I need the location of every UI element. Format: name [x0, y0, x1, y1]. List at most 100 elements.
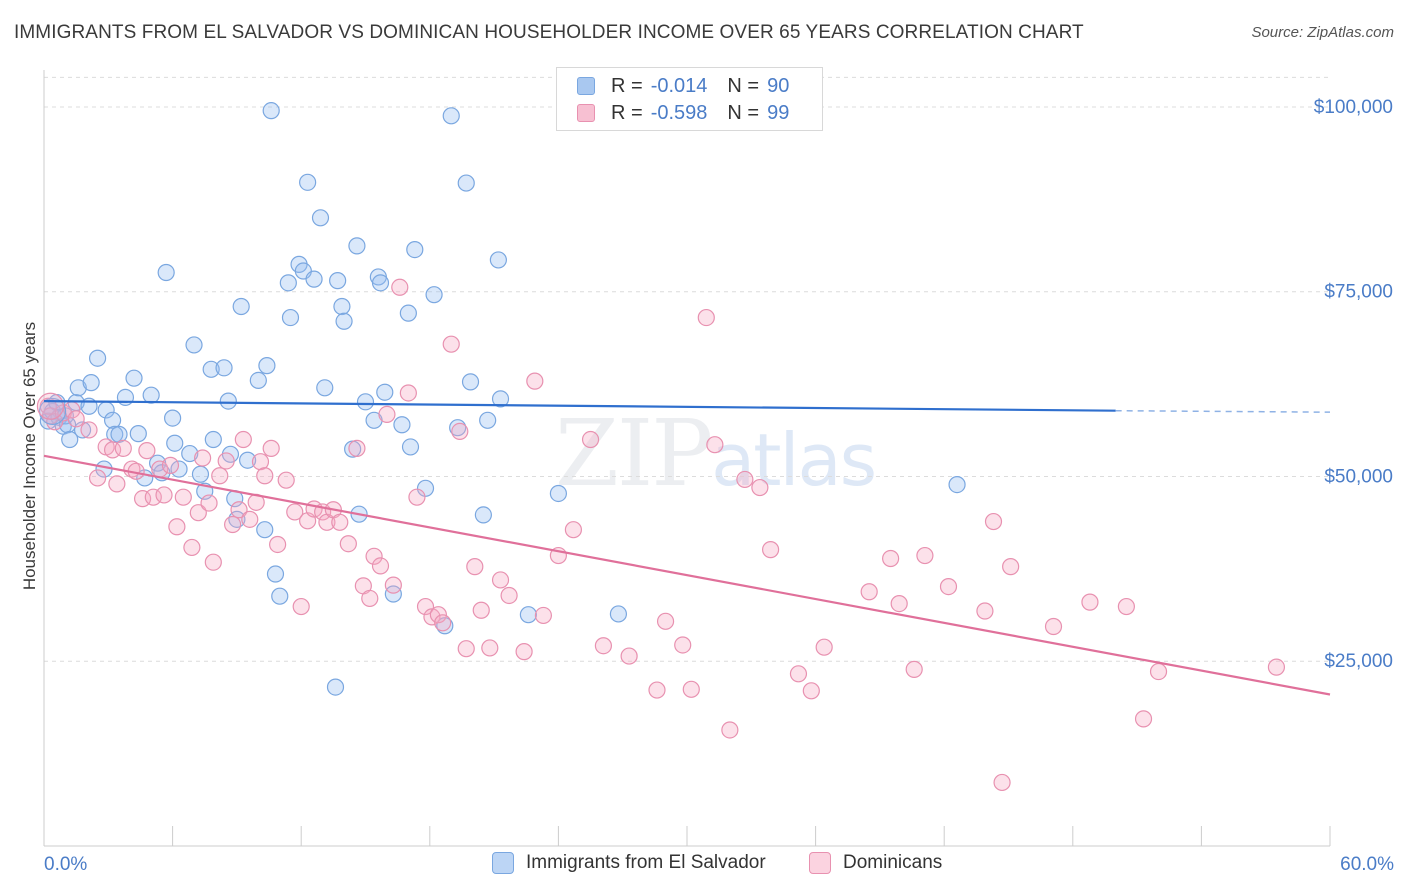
- point-dominicans: [860, 583, 878, 601]
- legend-n-label: N =: [727, 101, 760, 124]
- point-dominicans: [515, 643, 533, 661]
- point-el-salvador: [125, 369, 143, 387]
- point-dominicans: [594, 637, 613, 655]
- point-dominicans: [331, 513, 349, 531]
- point-el-salvador: [442, 107, 460, 125]
- legend-r-label: R =: [611, 101, 643, 124]
- series-swatch-el-salvador: [492, 852, 514, 874]
- point-dominicans: [36, 392, 65, 420]
- point-dominicans: [905, 660, 923, 678]
- point-el-salvador: [232, 297, 250, 316]
- point-dominicans: [984, 512, 1003, 531]
- point-dominicans: [451, 422, 469, 440]
- point-dominicans: [620, 647, 638, 665]
- point-dominicans: [1081, 593, 1099, 611]
- point-dominicans: [416, 597, 435, 616]
- point-el-salvador: [166, 434, 184, 452]
- point-dominicans: [339, 535, 357, 553]
- point-dominicans: [251, 453, 270, 471]
- watermark-zip: ZIP: [555, 400, 713, 507]
- point-el-salvador: [335, 312, 353, 330]
- point-dominicans: [882, 549, 900, 568]
- point-el-salvador: [549, 484, 568, 503]
- point-dominicans: [361, 589, 379, 608]
- point-dominicans: [656, 612, 675, 630]
- series-legend-el-salvador[interactable]: Immigrants from El Salvador: [492, 852, 766, 874]
- point-el-salvador: [299, 173, 317, 191]
- point-el-salvador: [311, 209, 330, 227]
- point-el-salvador: [82, 374, 100, 392]
- point-dominicans: [200, 494, 218, 512]
- point-el-salvador: [219, 392, 237, 410]
- point-el-salvador: [256, 521, 274, 539]
- legend-r-label: R =: [611, 74, 643, 97]
- watermark: ZIPatlas: [555, 400, 877, 507]
- point-el-salvador: [271, 587, 289, 605]
- point-dominicans: [534, 606, 552, 625]
- point-el-salvador: [191, 465, 210, 483]
- point-dominicans: [697, 308, 715, 327]
- point-dominicans: [183, 538, 201, 557]
- source-label: Source: ZipAtlas.com: [1251, 24, 1394, 41]
- point-el-salvador: [249, 371, 267, 389]
- point-dominicans: [103, 441, 122, 459]
- point-el-salvador: [116, 388, 135, 406]
- point-el-salvador: [181, 444, 199, 463]
- point-dominicans: [174, 488, 192, 506]
- legend-row-dominicans: R = -0.598 N = 99: [557, 99, 789, 127]
- point-el-salvador: [103, 411, 122, 429]
- point-el-salvador: [479, 411, 497, 429]
- watermark-atlas: atlas: [711, 418, 877, 502]
- point-el-salvador: [356, 393, 375, 411]
- point-dominicans: [408, 488, 426, 506]
- point-dominicans: [789, 665, 808, 683]
- point-dominicans: [241, 510, 259, 528]
- point-dominicans: [429, 606, 447, 624]
- legend-n-value: 99: [767, 101, 790, 124]
- point-dominicans: [674, 636, 692, 654]
- legend-row-el-salvador: R = -0.014 N = 90: [557, 72, 789, 100]
- point-el-salvador: [215, 359, 233, 377]
- point-el-salvador: [239, 451, 257, 469]
- point-dominicans: [976, 602, 994, 620]
- axes: [43, 70, 1331, 847]
- point-dominicans: [133, 490, 152, 508]
- point-dominicans: [217, 452, 235, 470]
- point-dominicans: [88, 469, 107, 487]
- point-el-salvador: [164, 409, 182, 427]
- y-axis-label: Householder Income Over 65 years: [20, 322, 39, 590]
- series-legend: Immigrants from El Salvador Dominicans: [0, 852, 1406, 878]
- point-dominicans: [761, 541, 780, 559]
- point-dominicans: [457, 640, 475, 658]
- point-el-salvador: [333, 297, 351, 316]
- point-dominicans: [384, 576, 402, 594]
- legend-r-value: -0.598: [650, 101, 708, 124]
- point-dominicans: [1002, 558, 1020, 576]
- point-el-salvador: [129, 425, 147, 443]
- series-legend-dominicans[interactable]: Dominicans: [809, 852, 942, 874]
- point-dominicans: [168, 518, 186, 536]
- point-el-salvador: [157, 263, 175, 282]
- point-dominicans: [155, 486, 173, 504]
- y-tick-label: $50,000: [1324, 466, 1393, 487]
- point-dominicans: [348, 439, 366, 457]
- point-dominicans: [466, 558, 484, 576]
- point-dominicans: [371, 557, 390, 575]
- data-points: [36, 102, 1286, 792]
- point-dominicans: [80, 421, 98, 439]
- point-dominicans: [434, 614, 452, 632]
- series-label-dominicans: Dominicans: [843, 852, 943, 873]
- point-dominicans: [581, 430, 600, 449]
- point-dominicans: [391, 278, 409, 296]
- trend-line-el-salvador: [43, 399, 1116, 412]
- point-dominicans: [564, 521, 583, 539]
- trend-lines: [43, 399, 1331, 696]
- point-dominicans: [442, 335, 460, 353]
- point-dominicans: [1149, 662, 1168, 681]
- point-dominicans: [46, 413, 64, 431]
- point-dominicans: [721, 721, 739, 739]
- point-el-salvador: [204, 430, 222, 449]
- point-dominicans: [1267, 658, 1286, 676]
- point-el-salvador: [416, 479, 435, 497]
